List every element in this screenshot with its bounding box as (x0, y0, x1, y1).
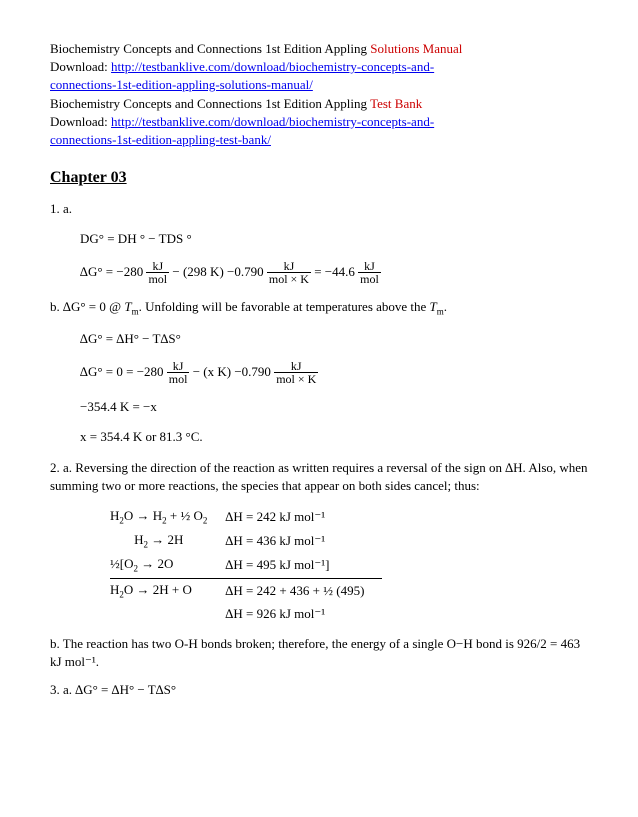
eq4-mid: − (x K) −0.790 (193, 364, 271, 379)
q1a-label: 1. a. (50, 200, 588, 218)
reaction-table: H2O → H2 + ½ O2∆H = 242 kJ mol⁻¹ H2 → 2H… (110, 505, 382, 625)
q3a-text: 3. a. ∆G° = ∆H° − T∆S° (50, 681, 588, 699)
eq4-lead: ∆G° = 0 = −280 (80, 364, 164, 379)
q2a-text: 2. a. Reversing the direction of the rea… (50, 459, 588, 495)
dh-cell: ∆H = 495 kJ mol⁻¹] (225, 553, 382, 578)
chapter-heading: Chapter 03 (50, 167, 588, 189)
q1b-eq3: ∆G° = ∆H° − T∆S° (80, 330, 588, 348)
q1b-eq5: −354.4 K = −x (80, 398, 588, 416)
q1b-text: b. ∆G° = 0 @ Tm. Unfolding will be favor… (50, 298, 588, 318)
rxn-cell (110, 603, 225, 625)
table-row: ½[O2 → 2O∆H = 495 kJ mol⁻¹] (110, 553, 382, 578)
dh-cell: ∆H = 242 + 436 + ½ (495) (225, 578, 382, 603)
download-label-1: Download: (50, 59, 111, 74)
eq2-lead: ∆G° = −280 (80, 264, 143, 279)
dh-cell: ∆H = 242 kJ mol⁻¹ (225, 505, 382, 529)
title-2-red: Test Bank (370, 96, 422, 111)
title-1-red: Solutions Manual (370, 41, 462, 56)
dh-cell: ∆H = 436 kJ mol⁻¹ (225, 529, 382, 553)
q1a-eq2: ∆G° = −280 kJmol − (298 K) −0.790 kJmol … (80, 260, 588, 286)
rxn-cell: H2O → 2H + O (110, 578, 225, 603)
frac-kj-molk-1: kJmol × K (267, 260, 311, 286)
table-row: H2O → 2H + O∆H = 242 + 436 + ½ (495) (110, 578, 382, 603)
eq2-eq: = −44.6 (314, 264, 355, 279)
q1b-eq6: x = 354.4 K or 81.3 °C. (80, 428, 588, 446)
q1b-eq4: ∆G° = 0 = −280 kJmol − (x K) −0.790 kJmo… (80, 360, 588, 386)
q2b-text: b. The reaction has two O-H bonds broken… (50, 635, 588, 671)
download-link-2b[interactable]: connections-1st-edition-appling-test-ban… (50, 132, 271, 147)
eq2-mid: − (298 K) −0.790 (172, 264, 263, 279)
download-link-1a[interactable]: http://testbanklive.com/download/biochem… (111, 59, 434, 74)
download-link-2a[interactable]: http://testbanklive.com/download/biochem… (111, 114, 434, 129)
frac-kj-mol-1: kJmol (146, 260, 169, 286)
table-row: H2O → H2 + ½ O2∆H = 242 kJ mol⁻¹ (110, 505, 382, 529)
download-label-2: Download: (50, 114, 111, 129)
download-link-1b[interactable]: connections-1st-edition-appling-solution… (50, 77, 313, 92)
table-row: H2 → 2H∆H = 436 kJ mol⁻¹ (110, 529, 382, 553)
q1a-eq1: DG° = DH ° − TDS ° (80, 230, 588, 248)
frac-kj-molk-2: kJmol × K (274, 360, 318, 386)
title-2-prefix: Biochemistry Concepts and Connections 1s… (50, 96, 370, 111)
rxn-cell: ½[O2 → 2O (110, 553, 225, 578)
header-block: Biochemistry Concepts and Connections 1s… (50, 40, 588, 149)
frac-kj-mol-3: kJmol (167, 360, 190, 386)
dh-cell: ∆H = 926 kJ mol⁻¹ (225, 603, 382, 625)
rxn-cell: H2 → 2H (110, 529, 225, 553)
title-1-prefix: Biochemistry Concepts and Connections 1s… (50, 41, 370, 56)
table-row: ∆H = 926 kJ mol⁻¹ (110, 603, 382, 625)
frac-kj-mol-2: kJmol (358, 260, 381, 286)
rxn-cell: H2O → H2 + ½ O2 (110, 505, 225, 529)
